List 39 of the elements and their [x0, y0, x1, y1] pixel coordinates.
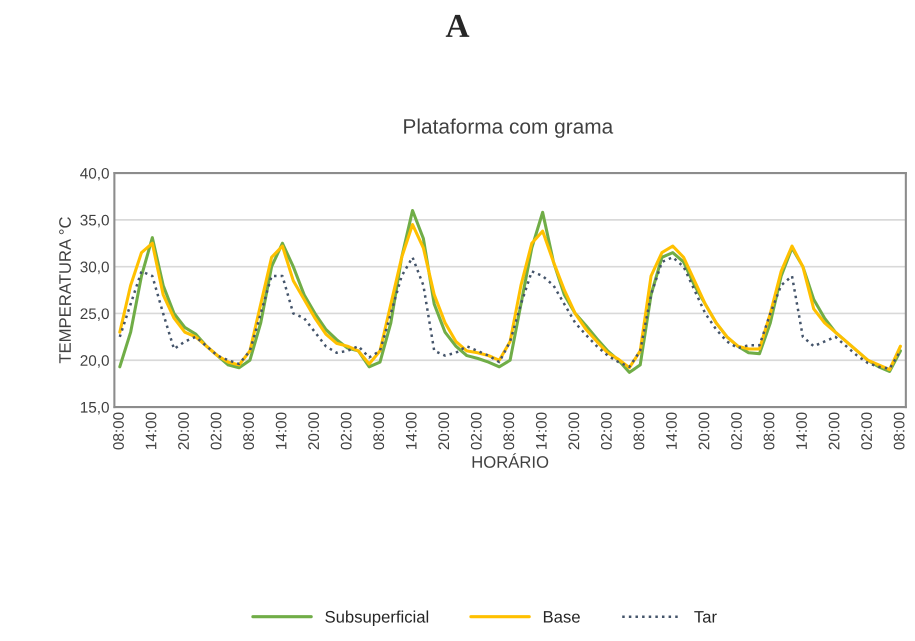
x-tick-label: 08:00 — [113, 412, 124, 450]
y-tick-label: 35,0 — [80, 214, 109, 228]
x-tick-label: 14:00 — [146, 412, 156, 449]
x-tick-label: 08:00 — [503, 412, 514, 450]
x-tick-label: 20:00 — [828, 412, 840, 450]
x-tick-label: 08:00 — [373, 412, 384, 450]
x-tick-label: 20:00 — [438, 412, 450, 450]
x-tick-label: 14:00 — [276, 412, 287, 449]
x-tick-label: 20:00 — [178, 412, 189, 450]
chart-title: A — [446, 14, 470, 37]
y-tick-label: 30,0 — [80, 262, 109, 274]
x-tick-label: 02:00 — [731, 412, 742, 450]
x-tick-label: 08:00 — [894, 412, 905, 450]
x-tick-label: 08:00 — [634, 412, 644, 450]
x-tick-label: 02:00 — [340, 412, 352, 450]
x-tick-label: 08:00 — [243, 412, 254, 450]
y-tick-label: 40,0 — [80, 168, 109, 181]
x-axis-title: HORÁRIO — [472, 453, 548, 468]
legend-label: Base — [544, 611, 580, 623]
x-tick-label: 02:00 — [210, 412, 222, 450]
x-tick-label: 20:00 — [698, 412, 710, 450]
y-tick-label: 25,0 — [80, 308, 109, 321]
x-tick-label: 14:00 — [406, 412, 417, 449]
x-tick-label: 20:00 — [568, 412, 580, 450]
legend-label: Tar — [694, 611, 717, 623]
x-tick-label: 02:00 — [861, 412, 872, 450]
line-series — [118, 256, 902, 370]
x-tick-label: 14:00 — [536, 412, 547, 449]
y-tick-label: 20,0 — [80, 355, 109, 368]
x-tick-label: 08:00 — [764, 412, 774, 450]
y-tick-label: 15,0 — [80, 402, 109, 415]
y-axis-title: TEMPERATURA °C — [59, 217, 71, 364]
x-tick-label: 14:00 — [666, 412, 677, 449]
x-tick-label: 02:00 — [600, 412, 612, 450]
x-tick-label: 02:00 — [470, 412, 482, 450]
x-tick-label: 14:00 — [796, 412, 807, 449]
legend-label: Subsuperficial — [325, 610, 428, 626]
chart-subtitle: Plataforma com grama — [404, 118, 614, 138]
x-tick-label: 20:00 — [308, 412, 320, 450]
